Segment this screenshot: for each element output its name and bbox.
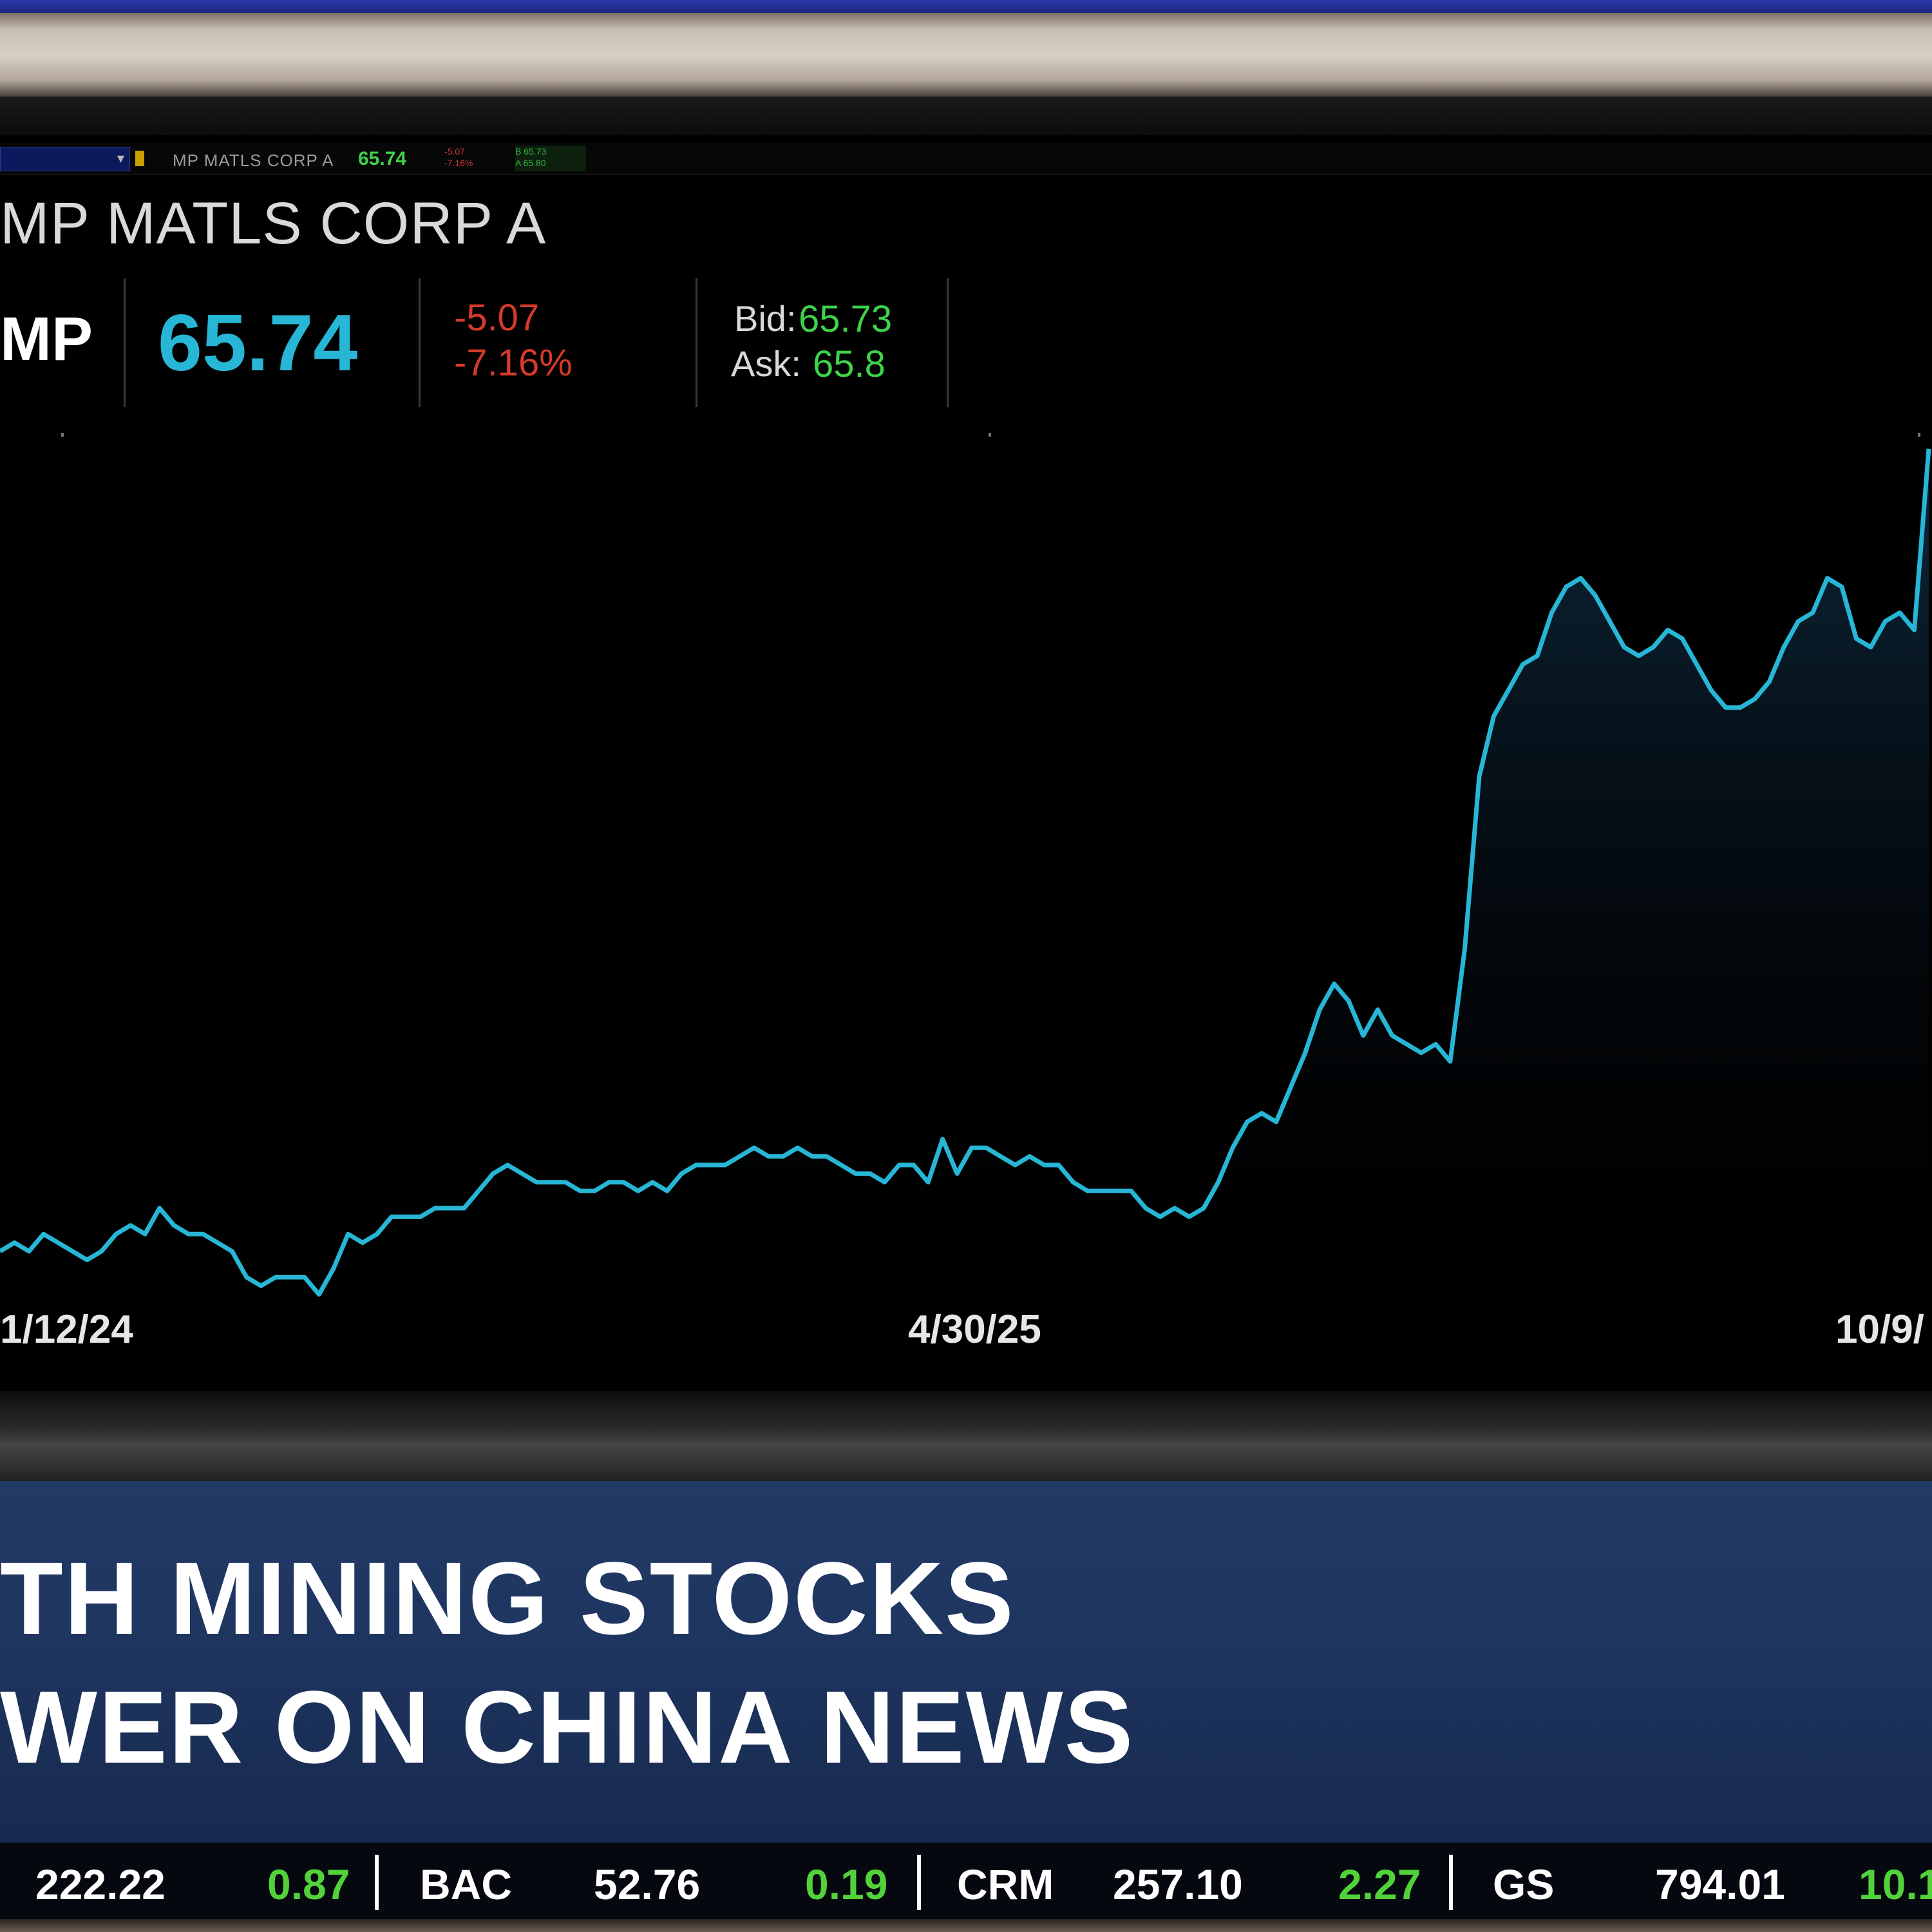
ticker-price: 52.76 bbox=[594, 1861, 701, 1908]
bid-label: Bid: bbox=[734, 298, 797, 339]
ticker-symbol: BAC bbox=[420, 1861, 512, 1908]
headline-line-2: WER ON CHINA NEWS bbox=[0, 1669, 1135, 1785]
last-price: 65.74 bbox=[158, 299, 358, 388]
percent-change: -7.16% bbox=[454, 342, 573, 384]
net-change: -5.07 bbox=[454, 297, 540, 339]
bookmark-icon[interactable] bbox=[135, 151, 144, 166]
x-tick-label: 4/30/25 bbox=[908, 1307, 1041, 1352]
ticker-change: 0.87 bbox=[267, 1861, 350, 1908]
x-tick-mark bbox=[989, 433, 991, 437]
toolbar-security-name: MP MATLS CORP A bbox=[173, 151, 334, 170]
ticker-price: 257.10 bbox=[1113, 1861, 1243, 1908]
toolbar-change-abs: -5.07 bbox=[444, 146, 465, 156]
ticker-symbol: GS bbox=[1493, 1861, 1555, 1908]
terminal-screen: ▾ MP MATLS CORP A 65.74 -5.07 -7.16% B 6… bbox=[0, 135, 1932, 1391]
price-chart[interactable]: 1/12/24 4/30/25 10/9/ bbox=[0, 135, 1932, 1391]
ticker-separator bbox=[1449, 1855, 1453, 1910]
ticker-change: 0.19 bbox=[805, 1861, 888, 1908]
x-tick-mark bbox=[1918, 433, 1920, 437]
toolbar-change-pct: -7.16% bbox=[444, 158, 473, 168]
toolbar-bid-ask: B 65.73 A 65.80 bbox=[515, 146, 586, 171]
headline-banner: TH MINING STOCKS WER ON CHINA NEWS bbox=[0, 1481, 1932, 1842]
monitor-frame-edge bbox=[0, 1919, 1932, 1932]
security-dropdown[interactable]: ▾ bbox=[0, 147, 130, 171]
broadcast-top-band bbox=[0, 0, 1932, 13]
quote-row: MP 65.74 -5.07 -7.16% Bid: 65.73 Ask: 65… bbox=[0, 278, 953, 413]
quote-divider bbox=[696, 278, 697, 407]
ticker-change: 10.1 bbox=[1859, 1861, 1932, 1908]
bid-value: 65.73 bbox=[799, 298, 893, 340]
quote-divider bbox=[124, 278, 126, 407]
x-tick-label: 1/12/24 bbox=[0, 1307, 133, 1352]
toolbar-last-price: 65.74 bbox=[358, 148, 407, 169]
ticker-change: 2.27 bbox=[1338, 1861, 1421, 1908]
quote-divider bbox=[419, 278, 421, 407]
chevron-down-icon: ▾ bbox=[117, 150, 124, 166]
ticker-symbol: CRM bbox=[957, 1861, 1054, 1908]
ticker-price: 222.22 bbox=[35, 1861, 166, 1908]
company-name: MP MATLS CORP A bbox=[0, 191, 547, 256]
ticker-separator bbox=[917, 1855, 921, 1910]
quote-divider bbox=[947, 278, 949, 407]
toolbar-ask: A 65.80 bbox=[515, 158, 546, 168]
ticker-price: 794.01 bbox=[1655, 1861, 1785, 1908]
monitor-bezel bbox=[0, 97, 1932, 135]
x-tick-label: 10/9/ bbox=[1835, 1307, 1924, 1352]
price-line bbox=[0, 448, 1931, 1297]
ask-label: Ask: bbox=[731, 343, 801, 384]
toolbar-change: -5.07 -7.16% bbox=[444, 146, 502, 171]
monitor-frame-bottom bbox=[0, 1391, 1932, 1481]
headline-line-1: TH MINING STOCKS bbox=[0, 1540, 1015, 1656]
ticker-separator bbox=[375, 1855, 379, 1910]
ticker-symbol: MP bbox=[0, 305, 93, 374]
x-tick-mark bbox=[61, 433, 64, 437]
ask-value: 65.8 bbox=[813, 343, 886, 385]
terminal-toolbar: ▾ MP MATLS CORP A 65.74 -5.07 -7.16% B 6… bbox=[0, 143, 1932, 175]
toolbar-bid: B 65.73 bbox=[515, 146, 547, 156]
monitor-frame-top bbox=[0, 13, 1932, 97]
stock-ticker-tape: 222.22 0.87 BAC 52.76 0.19 CRM 257.10 2.… bbox=[0, 1842, 1932, 1920]
price-area-fill bbox=[0, 448, 1929, 1346]
